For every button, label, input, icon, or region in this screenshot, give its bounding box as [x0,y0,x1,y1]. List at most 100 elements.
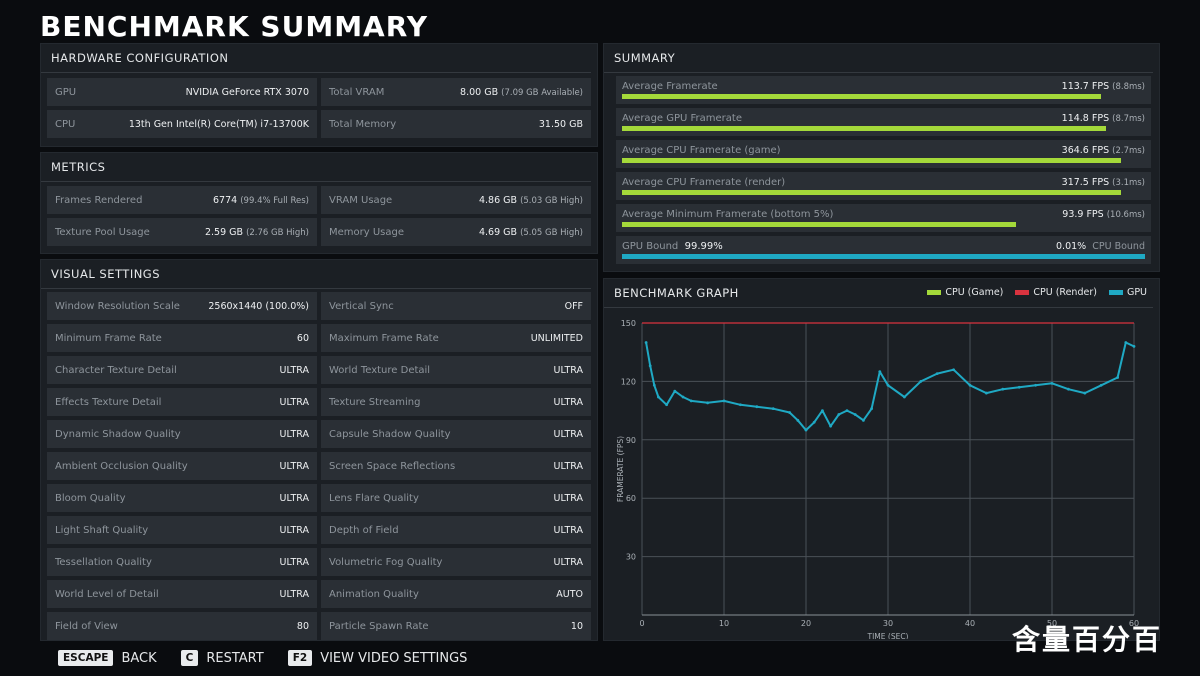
legend-label: CPU (Render) [1033,287,1097,298]
setting-label: World Level of Detail [55,588,159,600]
setting-value: ULTRA [554,429,583,440]
series-line-gpu [645,341,1135,432]
summary-row: Average CPU Framerate (render) 317.5 FPS … [616,172,1151,200]
gpu-data-point [1099,383,1103,387]
setting-label: Frames Rendered [55,194,143,206]
setting-value-text: NVIDIA GeForce RTX 3070 [185,86,309,98]
footer-action-back[interactable]: ESCAPE BACK [58,650,157,666]
y-tick-label: 30 [626,553,636,562]
setting-cell: World Level of Detail ULTRA [47,580,317,608]
setting-label: Tessellation Quality [55,556,152,568]
setting-cell: Capsule Shadow Quality ULTRA [321,420,591,448]
setting-label: Total VRAM [329,86,385,98]
setting-value-text: ULTRA [553,364,583,376]
setting-value: 8.00 GB (7.09 GB Available) [460,87,583,98]
setting-cell: Field of View 80 [47,612,317,640]
summary-value: 113.7 FPS (8.8ms) [1062,81,1145,92]
visual-settings-grid: Window Resolution Scale 2560x1440 (100.0%… [47,292,591,640]
setting-value: ULTRA [554,525,583,536]
setting-cell: Bloom Quality ULTRA [47,484,317,512]
footer-action-view-video-settings[interactable]: F2 VIEW VIDEO SETTINGS [287,650,468,666]
setting-value-note: (5.05 GB High) [520,227,583,238]
gpu-data-point [1034,383,1037,387]
summary-value-text: 113.7 FPS [1061,81,1110,92]
y-axis-label: FRAMERATE (FPS) [616,436,625,502]
setting-label: Texture Pool Usage [55,226,150,238]
x-tick-label: 40 [965,619,975,628]
summary-value: 93.9 FPS (10.6ms) [1062,209,1145,220]
summary-value-note: (3.1ms) [1112,178,1145,188]
setting-cell: World Texture Detail ULTRA [321,356,591,384]
setting-label: Window Resolution Scale [55,300,180,312]
setting-label: Memory Usage [329,226,405,238]
gpu-bound-label: GPU Bound 99.99% [622,241,723,252]
summary-row: Average Minimum Framerate (bottom 5%) 93.… [616,204,1151,232]
setting-value-text: ULTRA [553,460,583,472]
setting-cell: GPU NVIDIA GeForce RTX 3070 [47,78,317,106]
setting-value: 2.59 GB (2.76 GB High) [205,227,309,238]
gpu-data-point [845,409,849,412]
setting-value: 60 [297,333,309,344]
gpu-data-point [829,424,832,428]
gpu-data-point [652,383,656,387]
gpu-data-point [755,405,759,409]
summary-label: Average CPU Framerate (render) [622,177,786,188]
setting-label: Screen Space Reflections [329,460,456,472]
summary-label: Average GPU Framerate [622,113,742,124]
action-label: VIEW VIDEO SETTINGS [320,650,468,666]
gpu-data-point [689,399,693,403]
y-tick-label: 150 [621,319,636,328]
key-hint: C [180,650,199,666]
setting-cell: Memory Usage 4.69 GB (5.05 GB High) [321,218,591,246]
summary-bar-track [622,158,1121,163]
gpu-data-point [788,411,791,414]
setting-value: ULTRA [280,461,309,472]
bound-bar-track [622,254,1145,259]
setting-cell: Texture Pool Usage 2.59 GB (2.76 GB High) [47,218,317,246]
setting-cell: Texture Streaming ULTRA [321,388,591,416]
summary-bar-fill [622,222,1017,227]
setting-value-text: ULTRA [279,492,309,504]
setting-value-text: 31.50 GB [538,118,583,130]
gpu-data-point [853,413,857,416]
legend-item: GPU [1108,287,1147,298]
setting-value: 31.50 GB [539,119,583,130]
setting-value: ULTRA [280,365,309,376]
graph-heading: BENCHMARK GRAPH [604,279,1153,308]
hardware-panel: HARDWARE CONFIGURATION GPU NVIDIA GeForce… [40,43,598,147]
summary-bar-fill [622,94,1102,99]
setting-label: GPU [55,86,77,98]
setting-cell: Minimum Frame Rate 60 [47,324,317,352]
x-tick-label: 60 [1129,619,1139,628]
cpu-bound-label: 0.01% CPU Bound [1056,241,1145,252]
setting-value-text: UNLIMITED [530,332,583,344]
setting-value-note: (2.76 GB High) [246,227,309,238]
legend-label: CPU (Game) [945,287,1004,298]
setting-cell: Screen Space Reflections ULTRA [321,452,591,480]
setting-value-text: ULTRA [279,460,309,472]
setting-value: ULTRA [554,461,583,472]
setting-value-text: 80 [296,620,309,632]
key-hint: F2 [287,650,313,666]
setting-value: 4.69 GB (5.05 GB High) [479,227,583,238]
setting-label: Bloom Quality [55,492,126,504]
setting-value-text: ULTRA [553,492,583,504]
setting-value: 13th Gen Intel(R) Core(TM) i7-13700K [129,119,309,130]
setting-value-text: ULTRA [553,556,583,568]
setting-label: CPU [55,118,76,130]
benchmark-chart: 30 60 90 120 150 0 10 20 30 40 50 60 TIME (SEC) FRAME… [616,319,1139,639]
x-tick-label: 50 [1047,619,1057,628]
setting-value: ULTRA [280,493,309,504]
footer-action-restart[interactable]: C RESTART [180,650,264,666]
setting-value-note: (5.03 GB High) [520,195,583,206]
setting-cell: Effects Texture Detail ULTRA [47,388,317,416]
gpu-data-point [886,383,890,387]
setting-value-text: 4.69 GB [478,226,518,238]
setting-label: Character Texture Detail [55,364,177,376]
setting-cell: VRAM Usage 4.86 GB (5.03 GB High) [321,186,591,214]
y-tick-label: 90 [626,436,636,445]
setting-value: ULTRA [280,397,309,408]
gpu-data-point [673,389,677,393]
gpu-data-point [804,428,808,432]
gpu-bound-value: 99.99% [684,241,723,252]
